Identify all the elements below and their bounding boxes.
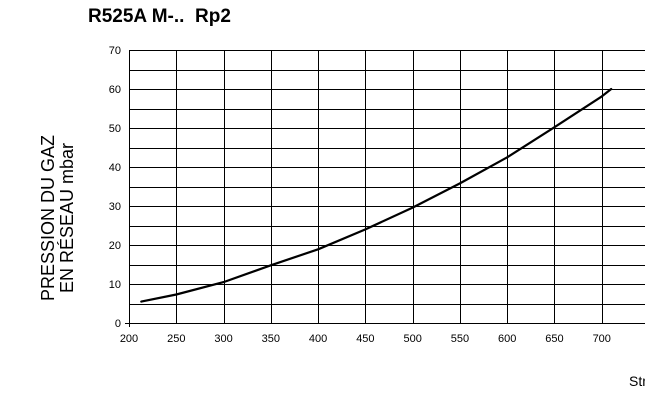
- series-lines: [140, 87, 613, 303]
- y-tick-label: 30: [109, 201, 121, 213]
- x-tick-label: 650: [545, 333, 563, 345]
- x-tick-label: 350: [262, 333, 280, 345]
- y-tick-label: 0: [115, 318, 121, 330]
- x-tick-label: 700: [593, 333, 611, 345]
- y-tick-label: 50: [109, 123, 121, 135]
- x-tick-label: 550: [451, 333, 469, 345]
- y-tick-label: 20: [109, 240, 121, 252]
- x-tick-label: 400: [309, 333, 327, 345]
- x-tick-label: 200: [120, 333, 138, 345]
- y-tick-label: 40: [109, 162, 121, 174]
- y-tick-labels: 0 10 20 30 40 50 60 70: [109, 45, 121, 330]
- x-tick-labels: 2002503003504004505005506006507007: [120, 333, 611, 345]
- x-tick-label: 500: [403, 333, 421, 345]
- series-line: [140, 87, 613, 303]
- y-tick-label: 10: [109, 279, 121, 291]
- chart-title: R525A M-.. Rp2: [88, 6, 231, 27]
- x-tick-label: 450: [356, 333, 374, 345]
- x-tick-label: 600: [498, 333, 516, 345]
- x-axis-label: Stm: [629, 373, 645, 389]
- y-tick-label: 70: [109, 45, 121, 57]
- y-tick-label: 60: [109, 84, 121, 96]
- x-tick-label: 300: [214, 333, 232, 345]
- x-tick-label: 250: [167, 333, 185, 345]
- grid: [125, 50, 645, 327]
